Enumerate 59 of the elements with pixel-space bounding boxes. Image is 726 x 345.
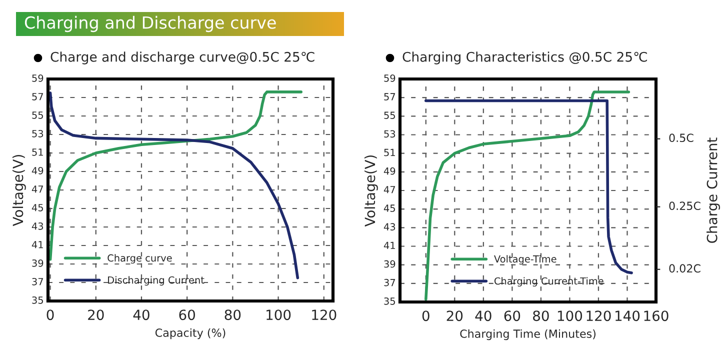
x-tick-label: 0 [422, 310, 430, 322]
x-tick-label: 40 [133, 310, 150, 320]
x-tick-label: 60 [179, 310, 195, 320]
y-tick-label: 41 [384, 242, 395, 249]
y-tick-label: 37 [32, 278, 43, 286]
x-tick-label: 0 [46, 310, 54, 320]
x-axis-title: Charging Time (Minutes) [460, 329, 596, 340]
y-tick-label: 45 [384, 204, 395, 212]
y-tick-label: 51 [32, 148, 43, 156]
y2-axis-title: Charge Current [706, 138, 720, 243]
y-tick-label: 57 [384, 93, 395, 100]
x-tick-label: 40 [475, 310, 492, 322]
y-tick-label: 43 [32, 222, 44, 230]
y2-tick-label: 0.02C [669, 264, 700, 273]
x-tick-label: 120 [586, 310, 611, 322]
y-axis-title: Voltage(V) [12, 154, 26, 226]
y-tick-label: 57 [32, 93, 43, 100]
y-tick-label: 53 [384, 130, 396, 138]
x-tick-label: 120 [312, 310, 336, 320]
y-tick-label: 55 [384, 112, 395, 119]
y-tick-label: 37 [384, 278, 395, 286]
y-tick-label: 59 [32, 74, 44, 82]
x-tick-label: 20 [88, 310, 104, 320]
legend-label: Charge curve [108, 254, 172, 264]
y-tick-label: 49 [384, 167, 396, 175]
chart-title: Charging and Discharge curve [24, 16, 276, 32]
y-tick-label: 53 [32, 130, 44, 138]
legend-label: Discharging Current [108, 276, 204, 286]
chart-title: Charging Characteristics @0.5C 25℃ [402, 52, 647, 64]
y-tick-label: 39 [32, 259, 44, 267]
y-tick-label: 47 [384, 186, 395, 194]
y-tick-label: 59 [384, 74, 396, 82]
x-tick-label: 60 [504, 310, 520, 322]
y2-tick-label: 0.25C [669, 202, 700, 210]
x-tick-label: 160 [644, 310, 668, 322]
x-tick-label: 80 [224, 310, 241, 320]
chart-subtitle: Charge and discharge curve@0.5C 25℃ [50, 52, 314, 64]
legend-label: Charging Current-Time [494, 277, 604, 287]
y-tick-label: 41 [32, 241, 43, 248]
y-axis-title: Voltage(V) [364, 155, 378, 227]
y-tick-label: 45 [32, 204, 43, 212]
line-series [424, 90, 630, 301]
x-tick-label: 100 [266, 310, 291, 320]
x-axis-title: Capacity (%) [155, 328, 226, 340]
y-tick-label: 49 [32, 166, 44, 174]
x-tick-label: 80 [533, 310, 549, 322]
y-tick-label: 35 [384, 297, 395, 305]
y-tick-label: 39 [384, 260, 396, 268]
x-tick-label: 20 [446, 310, 463, 322]
legend-label: Voltage-Time [494, 255, 556, 265]
y-tick-label: 47 [32, 186, 43, 193]
x-tick-label: 140 [616, 310, 640, 322]
y-tick-label: 43 [384, 223, 396, 230]
line-series [424, 99, 633, 274]
y-tick-label: 51 [384, 148, 395, 156]
y-tick-label: 35 [32, 296, 43, 304]
y2-tick-label: 0.5C [669, 134, 694, 142]
x-tick-label: 100 [558, 310, 582, 322]
y-tick-label: 55 [32, 112, 43, 119]
